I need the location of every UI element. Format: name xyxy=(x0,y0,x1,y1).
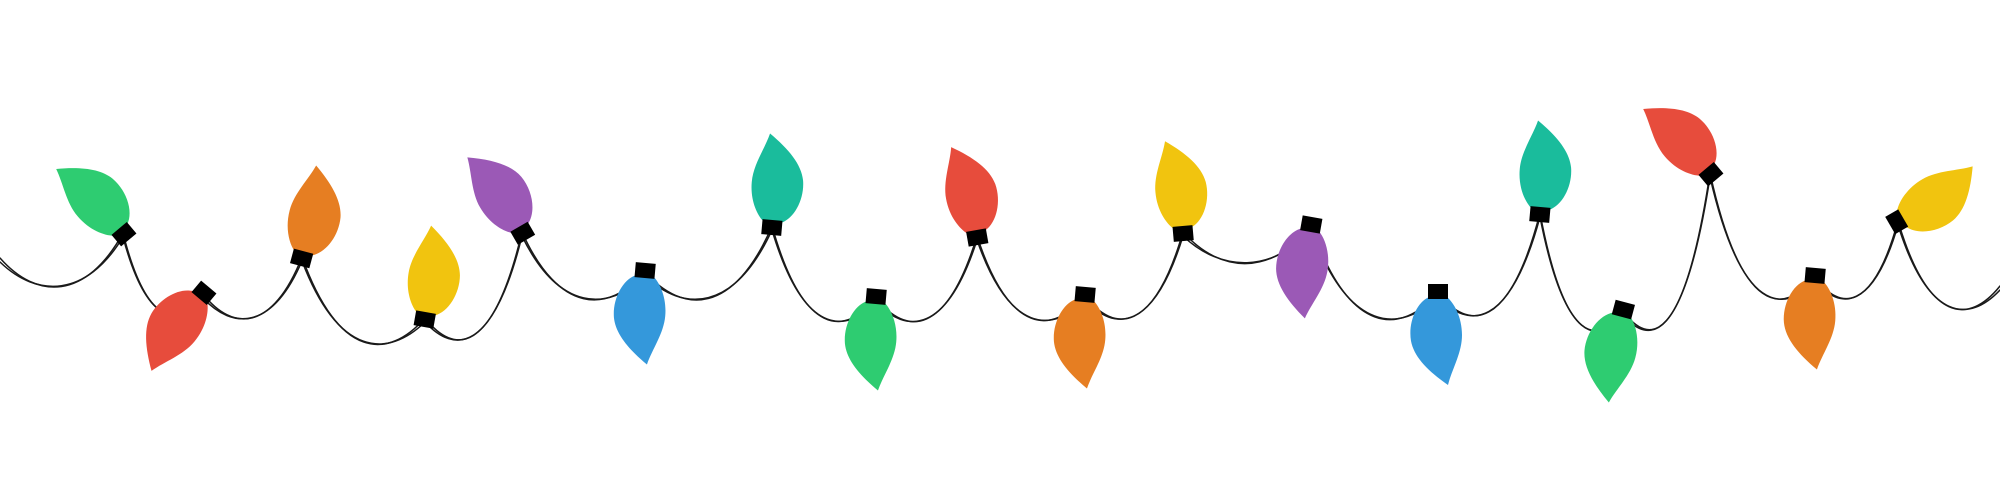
bulb-glass xyxy=(407,225,460,316)
bulb-socket-cap xyxy=(1074,286,1096,303)
bulb-red xyxy=(945,147,998,247)
bulb-glass xyxy=(287,165,341,256)
bulb-socket-cap xyxy=(1885,209,1909,235)
bulb-green xyxy=(56,168,137,247)
bulb-glass xyxy=(1783,280,1836,370)
bulb-green xyxy=(1584,299,1638,403)
bulb-purple xyxy=(1276,215,1329,319)
bulb-glass xyxy=(146,290,208,371)
bulb-red xyxy=(1643,108,1724,187)
bulb-yellow xyxy=(1885,166,1973,235)
bulb-blue xyxy=(613,262,666,365)
bulb-glass xyxy=(844,301,897,391)
bulb-glass xyxy=(1519,120,1572,210)
bulb-socket-cap xyxy=(761,219,783,236)
bulb-socket-cap xyxy=(1172,225,1194,242)
bulb-green xyxy=(844,288,897,391)
bulb-yellow xyxy=(407,225,460,329)
bulb-socket-cap xyxy=(413,310,436,329)
bulb-orange xyxy=(1053,286,1106,389)
bulb-socket-cap xyxy=(1428,284,1448,299)
bulb-socket-cap xyxy=(290,248,314,269)
bulb-glass xyxy=(945,147,998,234)
bulb-socket-cap xyxy=(510,221,536,245)
bulb-glass xyxy=(1643,108,1717,176)
bulb-socket-cap xyxy=(111,221,137,247)
bulb-orange xyxy=(287,165,341,269)
bulb-socket-cap xyxy=(1300,215,1323,234)
bulb-glass xyxy=(1053,299,1106,389)
light-string-wire xyxy=(0,172,2000,346)
bulb-blue xyxy=(1410,284,1462,385)
bulb-socket-cap xyxy=(865,288,887,305)
bulb-glass xyxy=(1276,228,1329,319)
bulb-socket-cap xyxy=(1529,206,1551,223)
bulb-teal xyxy=(751,133,804,236)
bulb-red xyxy=(146,280,217,371)
bulb-socket-cap xyxy=(1698,161,1724,187)
bulb-glass xyxy=(1896,166,1973,232)
bulb-socket-cap xyxy=(966,228,989,247)
bulb-socket-cap xyxy=(191,280,217,306)
bulb-glass xyxy=(1410,297,1462,385)
bulb-socket-cap xyxy=(1804,267,1826,284)
bulb-socket-cap xyxy=(1611,299,1635,320)
bulb-glass xyxy=(613,275,666,365)
bulb-purple xyxy=(467,157,536,245)
bulb-glass xyxy=(1584,312,1638,403)
bulb-glass xyxy=(56,168,130,236)
bulb-yellow xyxy=(1155,141,1208,242)
wire-strand-b xyxy=(0,176,2000,345)
bulb-socket-cap xyxy=(634,262,656,279)
bulb-glass xyxy=(467,157,533,234)
bulb-glass xyxy=(751,133,804,223)
bulb-glass xyxy=(1155,141,1208,229)
bulbs-group xyxy=(56,108,1973,403)
bulb-orange xyxy=(1783,267,1836,370)
bulb-teal xyxy=(1519,120,1572,223)
